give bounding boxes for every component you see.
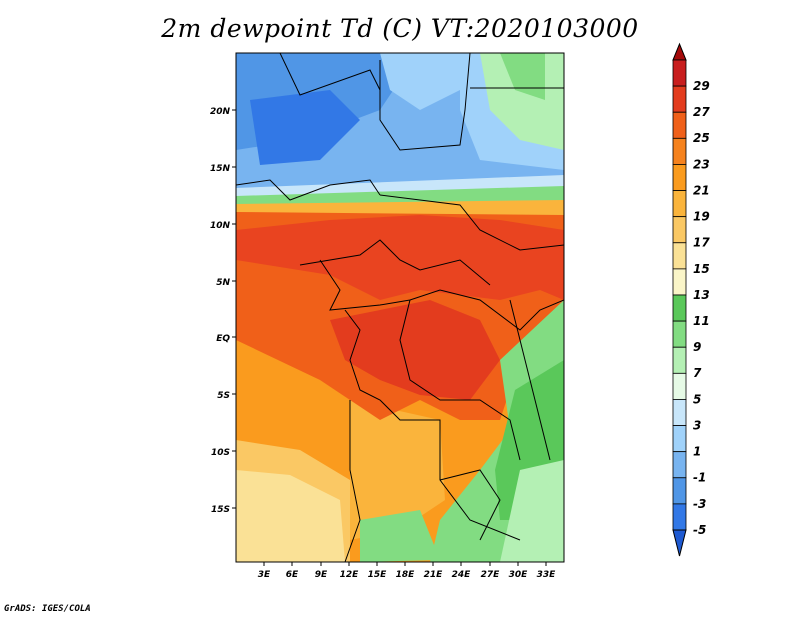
lon-label: 9E <box>315 570 328 580</box>
lon-label: 27E <box>481 570 501 580</box>
lat-label: 15S <box>211 505 230 515</box>
colorbar-label: 15 <box>693 262 710 276</box>
colorbar-label: 7 <box>693 366 702 380</box>
map-field <box>236 53 564 562</box>
longitude-ticks <box>263 562 547 566</box>
latitude-ticks <box>232 109 236 509</box>
country-borders <box>236 53 564 562</box>
lon-label: 18E <box>396 570 416 580</box>
colorbar-segment <box>672 372 687 400</box>
colorbar-label: 19 <box>693 210 710 224</box>
lat-label: 15N <box>210 164 231 174</box>
colorbar-label: 27 <box>693 105 710 119</box>
lat-label: 5S <box>217 391 230 401</box>
colorbar-segment <box>672 503 687 531</box>
colorbar-segment <box>672 477 687 505</box>
colorbar-label: 17 <box>693 236 710 250</box>
colorbar-segment <box>672 346 687 374</box>
colorbar-segment <box>672 111 687 139</box>
lat-label: 5N <box>216 278 230 288</box>
lon-label: 15E <box>368 570 388 580</box>
colorbar-segment <box>672 268 687 296</box>
colorbar-segment <box>672 242 687 270</box>
colorbar-segment <box>672 294 687 322</box>
colorbar-segment <box>672 85 687 113</box>
colorbar-segments <box>672 59 687 531</box>
latitude-labels: 20N 15N 10N 5N EQ 5S 10S 15S <box>210 107 231 515</box>
map-title: 2m dewpoint Td (C) VT:2020103000 <box>161 14 639 43</box>
lon-label: 33E <box>537 570 557 580</box>
colorbar-label: 1 <box>693 445 701 459</box>
colorbar-labels: 29 27 25 23 21 19 17 15 13 11 9 7 5 3 1 -1 -3 -5 <box>693 79 710 537</box>
colorbar-label: 21 <box>693 183 710 197</box>
colorbar-segment <box>672 399 687 426</box>
colorbar-segment <box>672 451 687 479</box>
colorbar: 29 27 25 23 21 19 17 15 13 11 9 7 5 3 1 -1 -3 -5 <box>672 42 710 557</box>
grads-credit: GrADS: IGES/COLA <box>4 604 91 614</box>
colorbar-label: -1 <box>693 471 706 485</box>
colorbar-label: -5 <box>693 523 706 537</box>
map-frame <box>235 52 565 563</box>
colorbar-label: 13 <box>693 288 710 302</box>
lon-label: 12E <box>340 570 360 580</box>
lat-label: 10N <box>210 221 231 231</box>
colorbar-top-arrow <box>672 42 687 61</box>
colorbar-segment <box>672 137 687 165</box>
lon-label: 6E <box>286 570 299 580</box>
colorbar-segment <box>672 164 687 191</box>
longitude-labels: 3E 6E 9E 12E 15E 18E 21E 24E 27E 30E 33E <box>258 570 556 580</box>
lat-label: 10S <box>211 448 230 458</box>
colorbar-label: 11 <box>693 314 710 328</box>
colorbar-label: -3 <box>693 497 706 511</box>
colorbar-label: 9 <box>693 340 701 354</box>
colorbar-label: 3 <box>693 418 701 432</box>
colorbar-label: 23 <box>693 157 710 171</box>
colorbar-bottom-arrow <box>672 529 687 557</box>
colorbar-segment <box>672 216 687 244</box>
lon-label: 3E <box>258 570 271 580</box>
colorbar-segment <box>672 320 687 348</box>
colorbar-segment <box>672 59 687 87</box>
colorbar-label: 25 <box>693 131 710 145</box>
colorbar-segment <box>672 190 687 218</box>
colorbar-label: 29 <box>693 79 710 93</box>
lat-label: 20N <box>210 107 231 117</box>
lon-label: 30E <box>509 570 529 580</box>
lat-label: EQ <box>216 334 230 344</box>
lon-label: 21E <box>424 570 444 580</box>
lon-label: 24E <box>452 570 472 580</box>
colorbar-label: 5 <box>693 392 701 406</box>
colorbar-segment <box>672 425 687 453</box>
